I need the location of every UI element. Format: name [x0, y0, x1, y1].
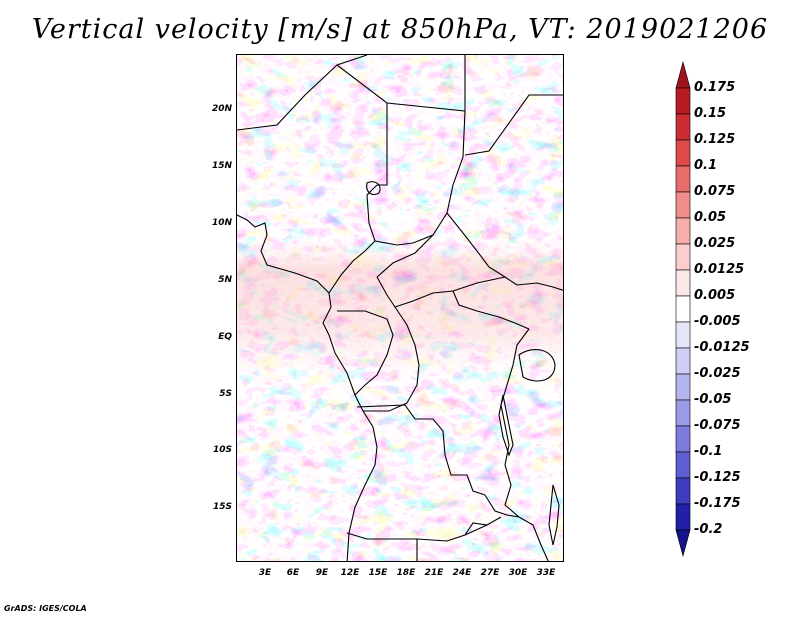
colorbar-swatch-10 — [675, 321, 691, 349]
colorbar-label-8: 0.005 — [694, 288, 736, 303]
colorbar-label-12: -0.05 — [694, 392, 732, 407]
colorbar-swatch-9 — [675, 295, 691, 323]
lat-tick-5s: 5S — [219, 389, 232, 399]
lat-tick-20n: 20N — [211, 104, 232, 114]
colorbar-swatch-1 — [675, 87, 691, 115]
map-panel — [236, 54, 564, 562]
lon-tick-9e: 9E — [315, 568, 329, 578]
grads-credit: GrADS: IGES/COLA — [4, 604, 87, 613]
chart-title: Vertical velocity [m/s] at 850hPa, VT: 2… — [31, 14, 769, 45]
lon-tick-21e: 21E — [424, 568, 444, 578]
colorbar-label-1: 0.15 — [694, 106, 727, 121]
colorbar-label-6: 0.025 — [694, 236, 736, 251]
colorbar-label-7: 0.0125 — [694, 262, 745, 277]
equatorial-ascent-band — [237, 55, 563, 561]
colorbar-swatch-14 — [675, 425, 691, 453]
colorbar-label-16: -0.175 — [694, 496, 741, 511]
colorbar-swatch-7 — [675, 243, 691, 271]
colorbar-swatch-17 — [675, 503, 691, 531]
colorbar-swatch-4 — [675, 165, 691, 193]
lon-tick-30e: 30E — [508, 568, 528, 578]
colorbar-label-5: 0.05 — [694, 210, 727, 225]
colorbar-swatch-0 — [675, 60, 691, 89]
colorbar-label-13: -0.075 — [694, 418, 741, 433]
colorbar-swatch-16 — [675, 477, 691, 505]
colorbar-swatch-6 — [675, 217, 691, 245]
colorbar-label-15: -0.125 — [694, 470, 741, 485]
colorbar-swatch-8 — [675, 269, 691, 297]
colorbar-swatch-18 — [675, 529, 691, 558]
colorbar-swatch-3 — [675, 139, 691, 167]
colorbar-label-9: -0.005 — [694, 314, 741, 329]
colorbar-label-10: -0.0125 — [694, 340, 750, 355]
colorbar-label-17: -0.2 — [694, 522, 723, 537]
lon-tick-15e: 15E — [368, 568, 388, 578]
lat-tick-5n: 5N — [218, 275, 232, 285]
vertical-velocity-map — [237, 55, 563, 561]
colorbar-swatch-12 — [675, 373, 691, 401]
lon-tick-3e: 3E — [258, 568, 272, 578]
lon-tick-18e: 18E — [396, 568, 416, 578]
colorbar-label-4: 0.075 — [694, 184, 736, 199]
colorbar-label-2: 0.125 — [694, 132, 736, 147]
lon-tick-24e: 24E — [452, 568, 472, 578]
colorbar-swatch-2 — [675, 113, 691, 141]
coastlines-and-borders — [237, 55, 563, 561]
lat-tick-10s: 10S — [212, 445, 232, 455]
colorbar-swatch-13 — [675, 399, 691, 427]
lon-tick-6e: 6E — [286, 568, 300, 578]
colorbar-swatch-11 — [675, 347, 691, 375]
colorbar-label-11: -0.025 — [694, 366, 741, 381]
lat-tick-15n: 15N — [211, 161, 232, 171]
lat-tick-10n: 10N — [211, 218, 232, 228]
lon-tick-27e: 27E — [480, 568, 500, 578]
lon-tick-33e: 33E — [536, 568, 556, 578]
lat-tick-eq: EQ — [218, 332, 232, 342]
colorbar-swatch-15 — [675, 451, 691, 479]
colorbar-label-0: 0.175 — [694, 80, 736, 95]
colorbar-label-3: 0.1 — [694, 158, 718, 173]
colorbar-swatch-5 — [675, 191, 691, 219]
lat-tick-15s: 15S — [212, 502, 232, 512]
lon-tick-12e: 12E — [340, 568, 360, 578]
colorbar-swatches — [675, 60, 691, 558]
colorbar-label-14: -0.1 — [694, 444, 723, 459]
